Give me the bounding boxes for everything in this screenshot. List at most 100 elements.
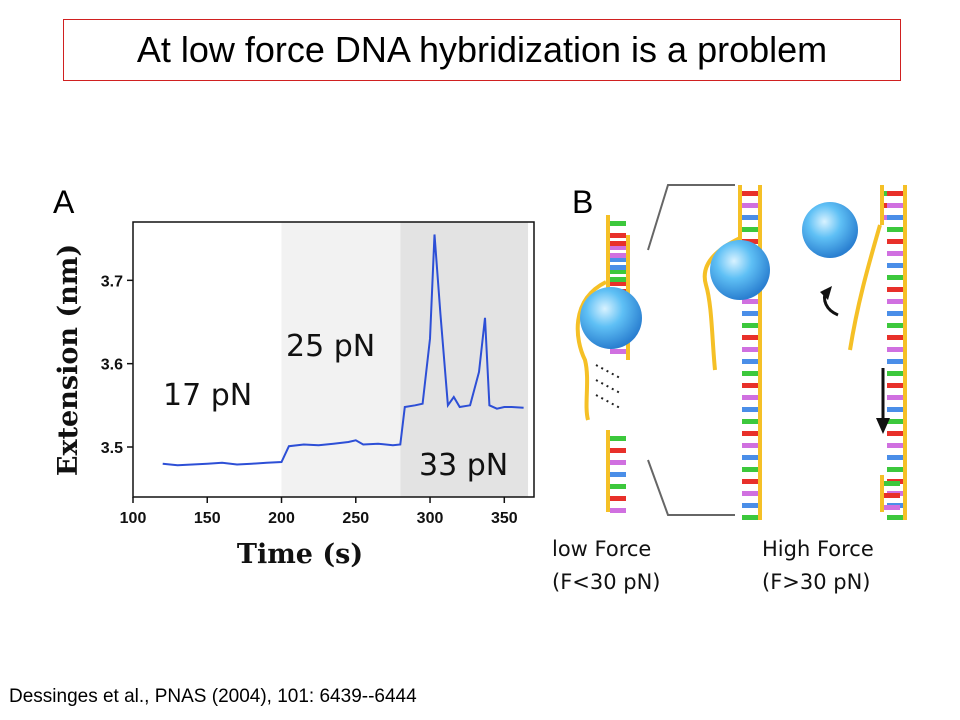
strand-low-bottom-base (610, 508, 626, 513)
dna-diagram (575, 184, 907, 520)
strand-low-mid-base (610, 349, 626, 354)
x-axis-label: Time (s) (237, 539, 363, 570)
dotted-hybridization-links (595, 364, 621, 409)
strand-high-main-base (887, 395, 903, 400)
strand-low-mid-base (610, 265, 626, 270)
strand-low-top-base (610, 233, 626, 238)
strand-high-main-base (887, 383, 903, 388)
bead-released (802, 202, 858, 258)
y-axis-label: Extension (nm) (53, 244, 84, 476)
strand-high-main-base (887, 251, 903, 256)
bead-low-force (580, 287, 642, 349)
strand-low-bottom-base (610, 436, 626, 441)
strand-zoom-main-base (742, 239, 758, 244)
strand-high-main-base (887, 443, 903, 448)
strand-zoom-main-base (742, 203, 758, 208)
strand-low-top-base (610, 281, 626, 286)
strand-low-mid-base (610, 241, 626, 246)
strand-zoom-main-base (742, 335, 758, 340)
strand-low-mid-base (610, 277, 626, 282)
strand-high-main-base (887, 215, 903, 220)
strand-zoom-main-base (742, 371, 758, 376)
strand-zoom-main-base (742, 383, 758, 388)
x-axis-ticks: 100 150 200 250 300 350 (120, 497, 518, 527)
strand-low-top-base (610, 245, 626, 250)
strand-high-main-base (887, 323, 903, 328)
strand-zoom-main-base (742, 455, 758, 460)
strand-zoom-main-base (742, 359, 758, 364)
extension-trace (162, 234, 524, 467)
strand-zoom-main-base (742, 395, 758, 400)
strand-zoom-main-base (742, 311, 758, 316)
y-tick-label: 3.6 (101, 357, 123, 374)
x-tick-label: 350 (491, 510, 518, 527)
strand-high-main-base (887, 203, 903, 208)
panel-b-letter: B (572, 184, 593, 220)
x-tick-label: 200 (268, 510, 295, 527)
zoom-connector-top (647, 184, 735, 251)
caption-low-force-line2: (F<30 pN) (552, 570, 661, 594)
strand-zoom-main-base (742, 215, 758, 220)
strand-low-bottom-base (610, 484, 626, 489)
zoom-connector-bottom (647, 459, 735, 516)
strand-zoom-main-base (742, 419, 758, 424)
strand-high-bottom-base (884, 505, 900, 510)
strand-high-main-base (887, 359, 903, 364)
strand-zoom-main-base (742, 515, 758, 520)
down-arrow-head-icon (876, 418, 890, 434)
x-tick-label: 300 (417, 510, 444, 527)
strand-high-main-base (887, 407, 903, 412)
strand-low-top-base (610, 269, 626, 274)
x-tick-label: 150 (194, 510, 221, 527)
strand-zoom-main-base (742, 347, 758, 352)
region-25pn-shade (281, 222, 401, 497)
strand-high-main-base (887, 311, 903, 316)
displaced-strand-1 (575, 280, 607, 421)
x-tick-label: 100 (120, 510, 147, 527)
strand-high-main-base (887, 467, 903, 472)
label-17pn: 17 pN (163, 378, 252, 413)
strand-high-main-base (887, 227, 903, 232)
strand-low-bottom-base (610, 448, 626, 453)
strand-high-main-base (887, 371, 903, 376)
strand-zoom-main-base (742, 407, 758, 412)
strand-zoom-main-base (742, 299, 758, 304)
strand-high-bottom-base (884, 481, 900, 486)
peeled-strand (848, 224, 882, 351)
caption-high-force-line1: High Force (762, 537, 874, 561)
strand-high-main-base (887, 191, 903, 196)
strand-high-main-base (887, 335, 903, 340)
bead-zoom (710, 240, 770, 300)
strand-low-top-base (610, 221, 626, 226)
y-tick-label: 3.5 (101, 440, 123, 457)
region-33pn-shade (400, 222, 529, 497)
strand-zoom-main-base (742, 323, 758, 328)
x-tick-label: 250 (342, 510, 369, 527)
strand-zoom-main-base (742, 479, 758, 484)
citation: Dessinges et al., PNAS (2004), 101: 6439… (9, 686, 417, 707)
strand-high-main-base (887, 515, 903, 520)
strand-high-main-base (887, 455, 903, 460)
strand-low-bottom-base (610, 496, 626, 501)
strand-low-top-base (610, 257, 626, 262)
caption-low-force-line1: low Force (552, 537, 651, 561)
curved-arrow-head-icon (820, 286, 832, 300)
label-33pn: 33 pN (419, 448, 508, 483)
strand-low-mid-base (610, 253, 626, 258)
strand-high-main-base (887, 431, 903, 436)
strand-zoom-main-base (742, 467, 758, 472)
strand-high-bottom-base (884, 493, 900, 498)
caption-high-force-line2: (F>30 pN) (762, 570, 871, 594)
strand-zoom-main-base (742, 503, 758, 508)
label-25pn: 25 pN (286, 329, 375, 364)
strand-high-main-base (887, 263, 903, 268)
strand-zoom-main-base (742, 491, 758, 496)
strand-zoom-main-base (742, 227, 758, 232)
strand-low-bottom-base (610, 460, 626, 465)
strand-high-main-base (887, 347, 903, 352)
extension-chart: 100 150 200 250 300 350 3.5 3.6 3.7 17 pN 25 pN… (53, 221, 535, 570)
strand-low-bottom-base (610, 472, 626, 477)
strand-zoom-main-base (742, 191, 758, 196)
slide-title: At low force DNA hybridization is a prob… (136, 29, 828, 70)
